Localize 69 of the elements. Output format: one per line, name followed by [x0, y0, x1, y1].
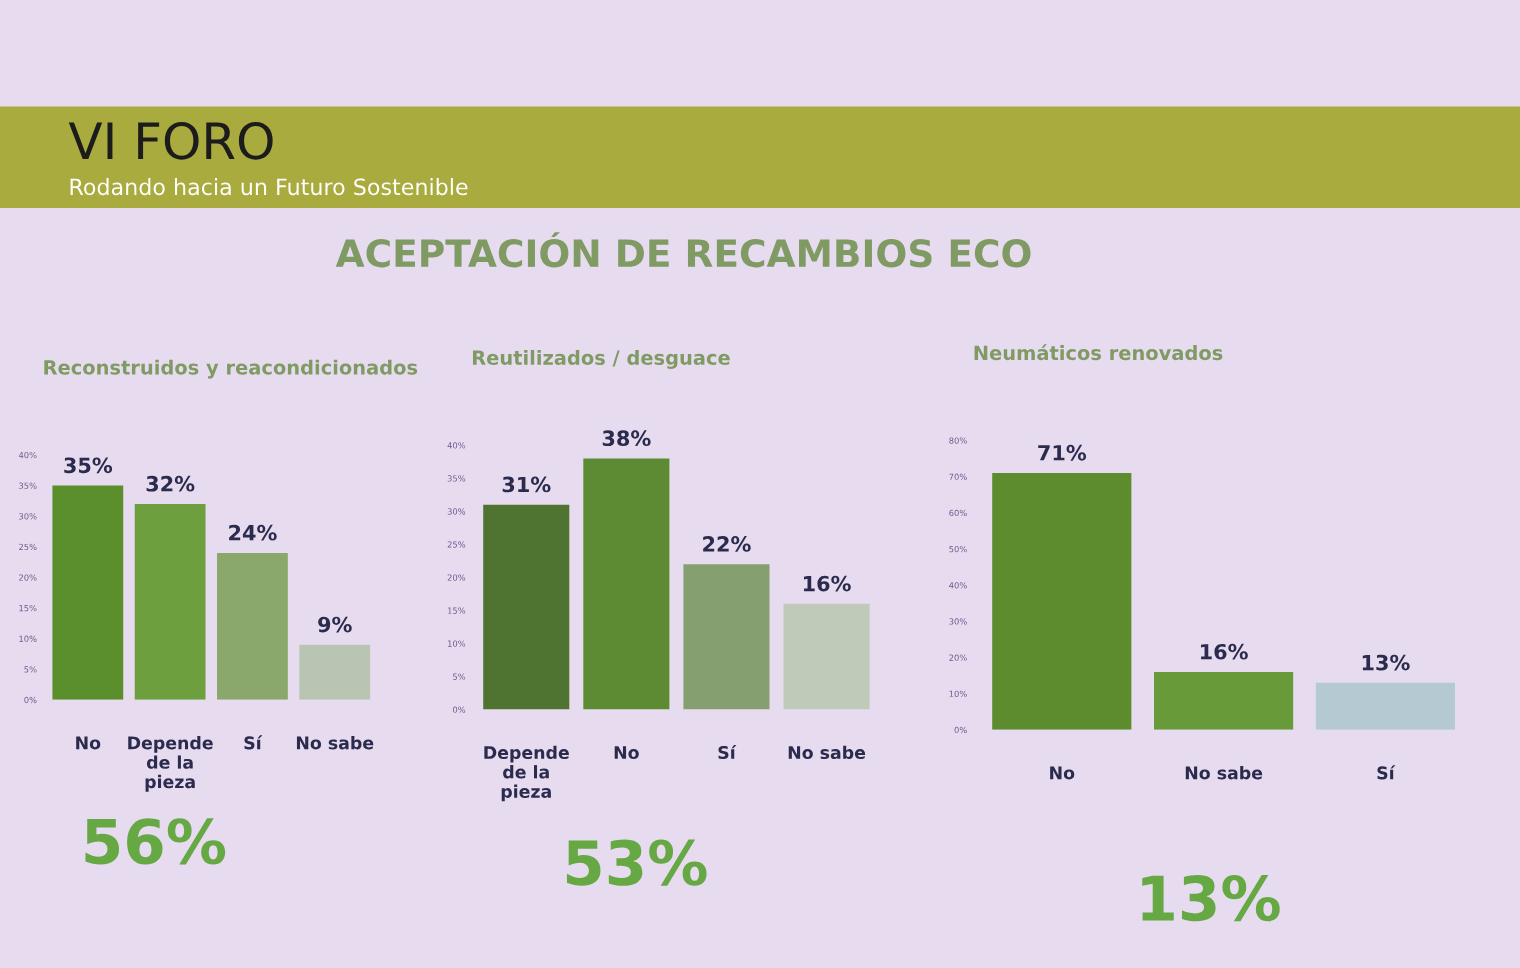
y-tick-label: 5%: [453, 673, 466, 680]
x-tick-label: Sí: [1377, 765, 1396, 780]
x-tick-label: Sí: [244, 735, 263, 750]
x-tick-label: No sabe: [1185, 765, 1263, 780]
y-tick-label: 80%: [949, 437, 967, 444]
x-tick-label: No: [1050, 766, 1075, 780]
data-label: 22%: [703, 536, 751, 552]
data-label: 24%: [229, 524, 277, 541]
y-tick-label: 70%: [949, 473, 967, 480]
data-label: 35%: [64, 457, 113, 474]
data-label: 31%: [502, 476, 551, 493]
y-tick-label: 50%: [949, 545, 967, 553]
text: 56%: [85, 818, 226, 865]
y-tick-label: 20%: [19, 574, 37, 581]
chart-title: Reutilizados / desguace: [472, 349, 730, 369]
y-tick-label: 20%: [949, 654, 967, 661]
data-label: 38%: [602, 430, 651, 447]
y-tick-label: 35%: [447, 475, 466, 482]
bar: [783, 603, 870, 710]
y-tick-label: 30%: [949, 618, 967, 625]
text: Rodando hacia un Futuro Sostenible: [70, 178, 468, 196]
y-tick-label: 35%: [19, 482, 37, 489]
data-label: 16%: [1201, 643, 1248, 660]
y-tick-label: 25%: [19, 543, 37, 551]
chart-title: Neumáticos renovados: [974, 344, 1223, 361]
y-tick-label: 30%: [447, 508, 466, 515]
y-tick-label: 25%: [447, 541, 466, 548]
x-tick-label: Depende de la pieza: [484, 745, 569, 802]
data-label: 16%: [803, 575, 851, 592]
bar: [299, 644, 371, 700]
y-tick-label: 10%: [949, 690, 967, 697]
y-tick-label: 0%: [954, 726, 967, 734]
y-tick-label: 20%: [447, 574, 466, 581]
bar: [583, 458, 670, 710]
text: ACEPTACIÓN DE RECAMBIOS ECO: [335, 232, 1031, 268]
text: 13%: [1142, 875, 1280, 922]
data-label: 13%: [1362, 654, 1410, 671]
y-tick-label: 5%: [24, 666, 37, 673]
x-tick-label: No sabe: [788, 745, 866, 760]
bar: [1315, 682, 1455, 730]
y-tick-label: 0%: [452, 706, 466, 713]
x-tick-label: No: [76, 736, 101, 750]
bar: [134, 503, 206, 700]
y-tick-label: 40%: [18, 451, 37, 459]
data-label: 32%: [146, 475, 195, 492]
text: VI FORO: [68, 121, 273, 160]
x-tick-label: Depende de la pieza: [128, 735, 213, 792]
bar: [683, 564, 770, 710]
y-tick-label: 40%: [447, 442, 466, 449]
y-tick-label: 30%: [19, 513, 37, 520]
y-tick-label: 60%: [949, 509, 967, 517]
y-tick-label: 40%: [949, 582, 967, 589]
bar: [1154, 671, 1294, 730]
bar: [217, 552, 288, 700]
bar: [992, 473, 1132, 730]
y-tick-label: 15%: [19, 605, 37, 612]
y-tick-label: 10%: [19, 635, 37, 642]
x-tick-label: No sabe: [296, 735, 374, 750]
x-tick-label: Sí: [718, 744, 737, 760]
data-label: 71%: [1038, 444, 1087, 461]
x-tick-label: No: [614, 746, 639, 760]
y-tick-label: 0%: [24, 696, 37, 704]
chart-title: Reconstruidos y reacondicionados: [44, 359, 418, 379]
text: 53%: [566, 839, 707, 886]
data-label: 9%: [318, 616, 352, 633]
bar: [483, 504, 570, 710]
y-tick-label: 10%: [448, 640, 466, 647]
y-tick-label: 15%: [448, 607, 466, 614]
bar: [52, 485, 124, 700]
